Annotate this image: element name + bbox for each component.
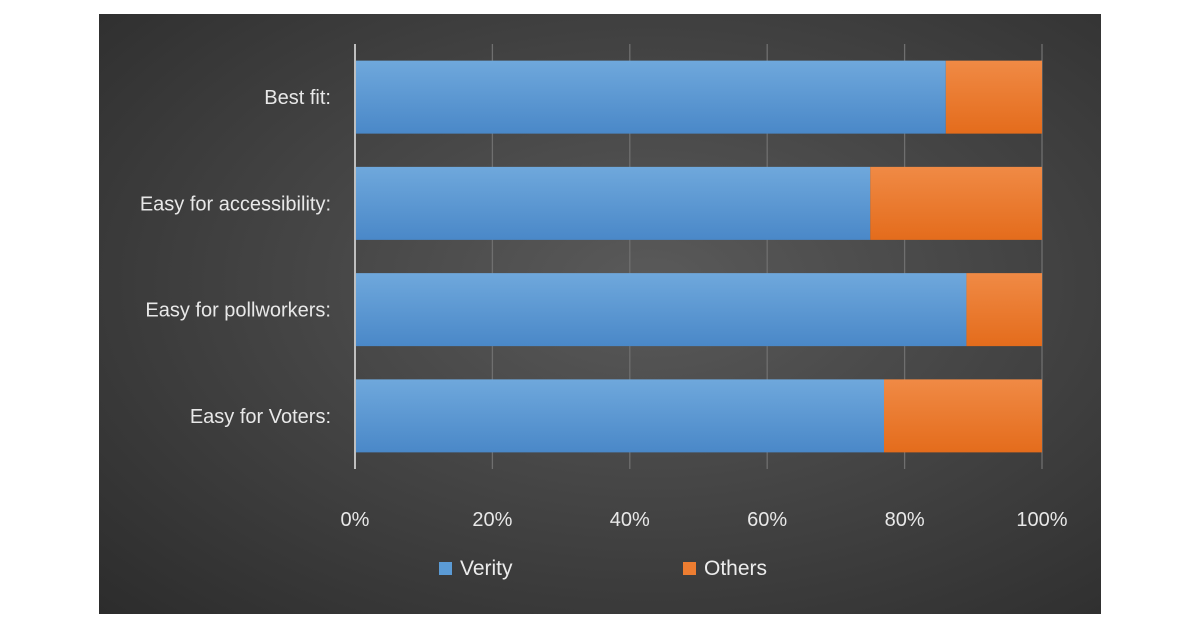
bar-verity-2: [355, 273, 967, 347]
legend: Verity Others: [439, 557, 767, 580]
category-label: Easy for accessibility:: [140, 193, 331, 215]
category-label: Best fit:: [264, 87, 331, 109]
bar-others-3: [883, 379, 1042, 453]
x-tick-label: 0%: [341, 509, 370, 531]
x-tick-label: 80%: [885, 509, 925, 531]
bar-verity-0: [355, 60, 946, 134]
legend-label-others: Others: [704, 557, 767, 580]
x-tick-label: 20%: [472, 509, 512, 531]
bar-verity-3: [355, 379, 884, 453]
bar-others-2: [966, 273, 1042, 347]
category-label: Easy for Voters:: [190, 406, 331, 428]
category-labels: Best fit: Easy for accessibility: Easy for…: [140, 87, 331, 428]
tick-labels: 0% 20% 40% 60% 80% 100%: [341, 509, 1068, 531]
bar-others-0: [945, 60, 1042, 134]
legend-label-verity: Verity: [460, 557, 513, 580]
legend-swatch-verity: [439, 562, 452, 575]
x-tick-label: 60%: [747, 509, 787, 531]
chart-panel: Best fit: Easy for accessibility: Easy for…: [99, 14, 1101, 614]
bar-others-1: [870, 166, 1042, 240]
legend-swatch-others: [683, 562, 696, 575]
bars: [355, 60, 1042, 453]
x-tick-label: 100%: [1016, 509, 1067, 531]
stacked-bar-chart: Best fit: Easy for accessibility: Easy for…: [140, 44, 1068, 580]
bar-verity-1: [355, 166, 871, 240]
x-tick-label: 40%: [610, 509, 650, 531]
category-label: Easy for pollworkers:: [145, 300, 331, 322]
